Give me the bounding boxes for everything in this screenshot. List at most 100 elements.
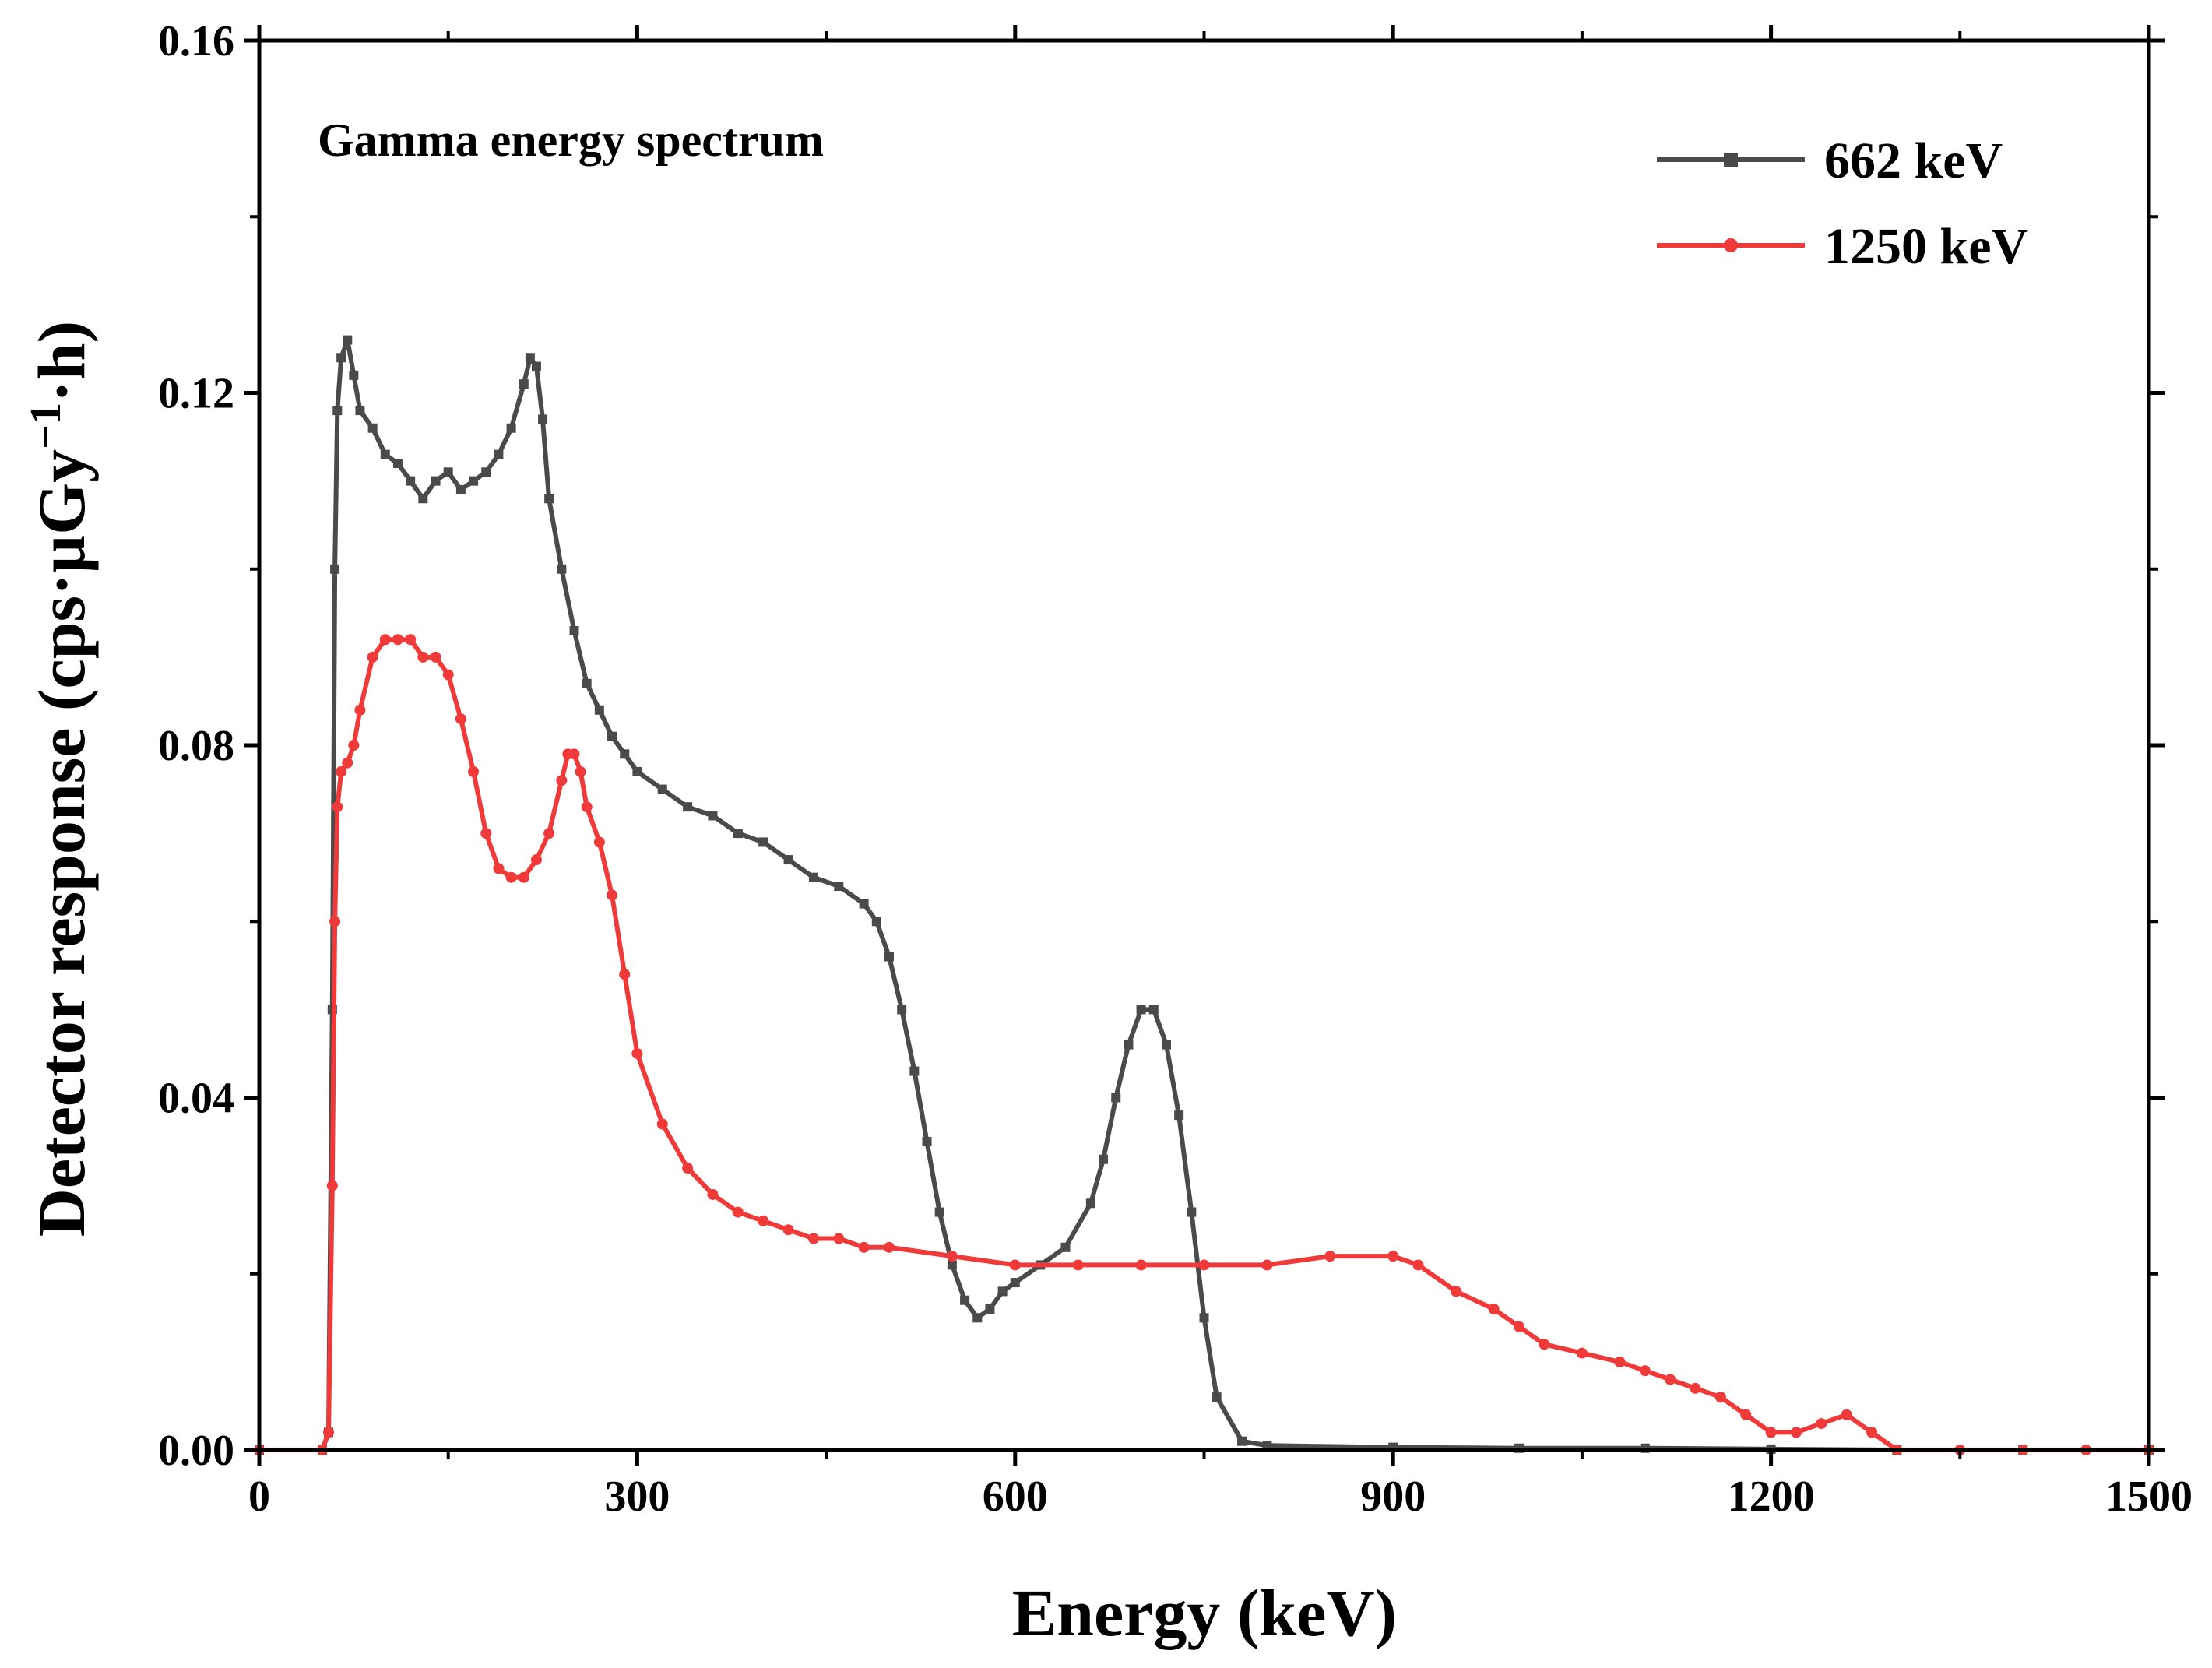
- x-tick-label: 1500: [2105, 1473, 2193, 1521]
- series-1250: [254, 634, 2154, 1455]
- data-point: [807, 1233, 819, 1244]
- legend-marker-1250: [1724, 238, 1738, 252]
- data-point: [1714, 1392, 1726, 1403]
- data-point: [833, 1233, 845, 1244]
- data-point: [1124, 1040, 1134, 1050]
- data-point: [525, 353, 535, 363]
- data-point: [884, 952, 894, 962]
- data-point: [1866, 1427, 1878, 1438]
- legend-marker-662: [1724, 153, 1738, 167]
- data-point: [782, 1224, 794, 1236]
- data-point: [367, 423, 378, 433]
- data-point: [1412, 1259, 1424, 1271]
- data-point: [1514, 1321, 1524, 1332]
- data-point: [468, 765, 480, 777]
- data-point: [1174, 1110, 1184, 1121]
- data-point: [1614, 1356, 1626, 1367]
- data-point: [1740, 1409, 1752, 1420]
- data-point: [632, 766, 642, 776]
- data-point: [946, 1251, 958, 1262]
- data-point: [947, 1260, 957, 1270]
- data-point: [1451, 1286, 1462, 1297]
- data-point: [758, 837, 768, 847]
- data-point: [607, 731, 617, 741]
- data-point: [442, 669, 454, 681]
- data-point: [1161, 1040, 1171, 1050]
- data-point: [1111, 1093, 1121, 1103]
- y-tick-label: 0.08: [158, 722, 234, 770]
- legend-item-1250: 1250 keV: [1657, 218, 2028, 275]
- data-point: [575, 765, 586, 777]
- data-point: [1135, 1259, 1147, 1271]
- data-point: [380, 449, 390, 459]
- data-point: [430, 651, 441, 663]
- data-point: [858, 1241, 870, 1253]
- data-point: [494, 449, 504, 459]
- data-point: [707, 1188, 719, 1200]
- data-point: [505, 871, 517, 883]
- data-point: [557, 564, 567, 574]
- data-point: [480, 828, 492, 839]
- y-tick-label: 0.00: [158, 1427, 234, 1475]
- x-tick-label: 0: [248, 1473, 270, 1521]
- x-tick-label: 300: [604, 1473, 670, 1521]
- data-point: [379, 634, 391, 646]
- data-point: [1237, 1436, 1247, 1446]
- data-point: [455, 713, 466, 725]
- data-point: [1099, 1154, 1109, 1164]
- x-tick-label: 900: [1360, 1473, 1426, 1521]
- data-point: [1085, 1198, 1095, 1209]
- data-point: [544, 494, 554, 504]
- legend-label-662: 662 keV: [1824, 132, 2003, 189]
- data-point: [1765, 1427, 1777, 1438]
- data-point: [556, 775, 568, 786]
- data-point: [758, 1215, 769, 1226]
- data-point: [934, 1207, 944, 1217]
- data-point: [1148, 1005, 1159, 1015]
- data-point: [593, 836, 605, 848]
- x-axis-title: Energy (keV): [1012, 1575, 1397, 1650]
- data-point: [1009, 1259, 1021, 1271]
- data-point: [405, 634, 417, 646]
- y-axis-title-main: Detector response (cps·µGy: [24, 449, 99, 1237]
- data-point: [909, 1066, 920, 1076]
- series-662: [255, 335, 2154, 1455]
- data-point: [607, 889, 618, 901]
- data-point: [1199, 1313, 1209, 1323]
- data-point: [657, 784, 667, 794]
- data-point: [884, 1241, 895, 1253]
- data-point: [530, 854, 542, 866]
- legend: 662 keV 1250 keV: [1657, 132, 2028, 275]
- data-point: [417, 651, 429, 663]
- data-point: [322, 1427, 334, 1438]
- data-point: [683, 802, 693, 812]
- data-point: [568, 748, 580, 760]
- data-point: [342, 757, 353, 769]
- y-axis-title: Detector response (cps·µGy−1·h): [22, 321, 99, 1237]
- data-point: [783, 855, 793, 865]
- legend-label-1250: 1250 keV: [1824, 218, 2028, 275]
- data-point: [1488, 1304, 1500, 1314]
- y-tick-label: 0.04: [158, 1075, 234, 1123]
- data-point: [469, 476, 479, 486]
- data-point: [1790, 1427, 1802, 1438]
- data-point: [1187, 1207, 1197, 1217]
- data-point: [354, 704, 366, 716]
- data-point: [1816, 1418, 1827, 1430]
- data-point: [418, 494, 428, 504]
- data-point: [443, 467, 453, 477]
- data-point: [336, 765, 347, 777]
- data-point: [455, 484, 466, 494]
- data-point: [330, 564, 340, 574]
- data-point: [329, 916, 341, 927]
- data-point: [582, 678, 592, 688]
- data-point: [1324, 1251, 1336, 1262]
- data-point: [519, 379, 529, 389]
- annotation-label: Gamma energy spectrum: [318, 114, 824, 166]
- data-point: [1665, 1374, 1676, 1385]
- data-point: [682, 1163, 694, 1174]
- data-point: [355, 406, 365, 416]
- data-point: [543, 828, 555, 839]
- data-point: [1010, 1278, 1020, 1288]
